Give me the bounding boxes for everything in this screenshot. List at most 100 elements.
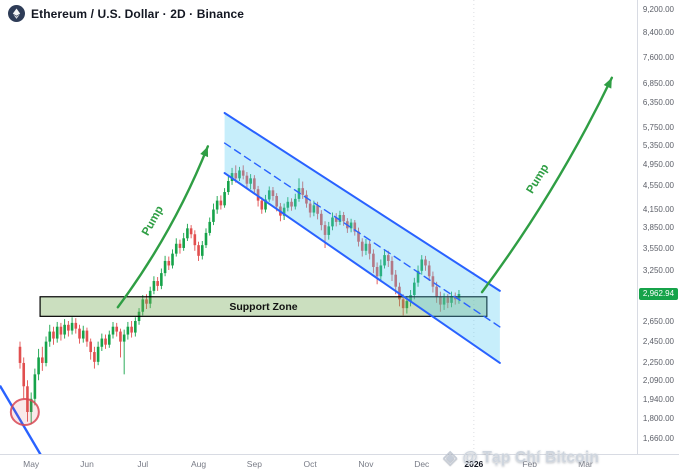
price-tick: 4,950.00 bbox=[642, 160, 674, 170]
pump-arrowhead bbox=[603, 77, 612, 89]
candle-body bbox=[193, 234, 197, 246]
candle-body bbox=[134, 320, 137, 333]
support-zone-label: Support Zone bbox=[229, 300, 298, 313]
candle-body bbox=[197, 245, 200, 256]
candle-body bbox=[67, 324, 70, 331]
candle-body bbox=[368, 243, 371, 254]
price-axis[interactable]: 9,200.00 8,400.00 7,600.00 6,850.00 6,350.00… bbox=[637, 0, 679, 455]
plot-area bbox=[0, 0, 614, 459]
candle-body bbox=[405, 301, 409, 309]
candle-body bbox=[171, 253, 174, 266]
candle-body bbox=[52, 331, 55, 339]
price-tick: 1,800.00 bbox=[642, 413, 674, 423]
candle-body bbox=[208, 221, 212, 233]
candle-body bbox=[130, 326, 133, 333]
watermark-logo-icon: ◈ bbox=[442, 447, 458, 468]
candle-body bbox=[156, 281, 159, 286]
candle-body bbox=[386, 255, 390, 261]
candle-body bbox=[186, 228, 189, 239]
candle-body bbox=[238, 170, 241, 179]
support-zone[interactable] bbox=[39, 296, 488, 317]
time-axis[interactable]: May Jun Jul Aug Sep Oct Nov Dec 2026 Feb Mar bbox=[0, 454, 679, 475]
candle-body bbox=[357, 231, 360, 242]
candle-body bbox=[152, 281, 156, 291]
candle-body bbox=[379, 265, 383, 277]
channel-fill[interactable] bbox=[224, 112, 500, 363]
candle-body bbox=[85, 330, 89, 342]
candle-body bbox=[401, 299, 405, 309]
channel-lower-line[interactable] bbox=[223, 172, 501, 364]
pump-arrow[interactable] bbox=[480, 76, 614, 294]
candle-body bbox=[286, 201, 290, 208]
candle-body bbox=[204, 232, 208, 246]
price-tick: 4,550.00 bbox=[642, 181, 674, 191]
candle-body bbox=[141, 299, 145, 312]
candle-body bbox=[111, 326, 115, 335]
price-tick: 8,400.00 bbox=[642, 27, 674, 37]
candle-body bbox=[96, 346, 100, 362]
price-tick: 2,250.00 bbox=[642, 357, 674, 367]
time-tick: Jun bbox=[80, 459, 94, 469]
candle-body bbox=[323, 225, 327, 235]
channel-upper-line[interactable] bbox=[223, 111, 501, 292]
time-tick: Nov bbox=[358, 459, 374, 469]
trendline-bottom-left[interactable] bbox=[0, 385, 43, 459]
candle-body bbox=[122, 334, 126, 342]
candle-body bbox=[245, 175, 249, 184]
watermark-text: @ Tạp Chí Bitcoin bbox=[462, 448, 599, 466]
candle-body bbox=[48, 331, 52, 342]
candle-body bbox=[115, 326, 119, 332]
candle-body bbox=[439, 296, 442, 305]
candle-body bbox=[104, 338, 107, 345]
candle-body bbox=[424, 259, 427, 266]
pump-arrow[interactable] bbox=[116, 145, 210, 309]
candle-body bbox=[416, 270, 420, 283]
candle-body bbox=[420, 259, 424, 271]
candle-body bbox=[41, 357, 44, 363]
price-tick: 5,350.00 bbox=[642, 140, 674, 150]
candle-body bbox=[409, 295, 412, 302]
candle-body bbox=[256, 189, 260, 201]
candle-body bbox=[219, 200, 223, 206]
price-tick: 1,660.00 bbox=[642, 434, 674, 444]
pump-arrowhead bbox=[200, 146, 209, 158]
price-tick: 3,250.00 bbox=[642, 265, 674, 275]
candle-body bbox=[435, 286, 438, 297]
candle-body bbox=[375, 266, 379, 277]
candle-body bbox=[327, 226, 331, 235]
candle-body bbox=[59, 326, 63, 335]
candle-body bbox=[312, 205, 316, 213]
price-tick: 5,750.00 bbox=[642, 122, 674, 132]
candle-body bbox=[126, 326, 130, 335]
candle-body bbox=[320, 213, 323, 226]
candle-body bbox=[223, 192, 226, 206]
time-tick: May bbox=[23, 459, 40, 469]
price-tick: 3,550.00 bbox=[642, 243, 674, 253]
candle-body bbox=[264, 199, 267, 210]
candle-body bbox=[282, 207, 286, 216]
watermark: ◈ @ Tạp Chí Bitcoin bbox=[443, 446, 599, 469]
candle-body bbox=[227, 181, 230, 193]
candle-body bbox=[200, 245, 204, 256]
channel-middle-dashed-line[interactable] bbox=[223, 142, 501, 328]
time-tick: Feb bbox=[522, 459, 537, 469]
red-circle-highlight[interactable] bbox=[9, 398, 40, 427]
candle-body bbox=[174, 243, 178, 254]
candle-body bbox=[63, 324, 66, 335]
candle-body bbox=[446, 297, 450, 303]
time-tick: Oct bbox=[303, 459, 317, 469]
candle-body bbox=[394, 274, 398, 287]
candle-body bbox=[271, 190, 275, 197]
candle-body bbox=[290, 201, 293, 207]
symbol-legend[interactable]: Ethereum / U.S. Dollar · 2D · Binance bbox=[8, 5, 244, 22]
time-tick: Aug bbox=[190, 459, 207, 469]
price-tick: 2,450.00 bbox=[642, 336, 674, 346]
candle-body bbox=[74, 322, 78, 329]
candle-body bbox=[353, 222, 357, 232]
time-tick: Sep bbox=[246, 459, 262, 469]
candle-body bbox=[37, 357, 40, 375]
candle-body bbox=[163, 260, 167, 274]
candle-body bbox=[18, 346, 22, 363]
